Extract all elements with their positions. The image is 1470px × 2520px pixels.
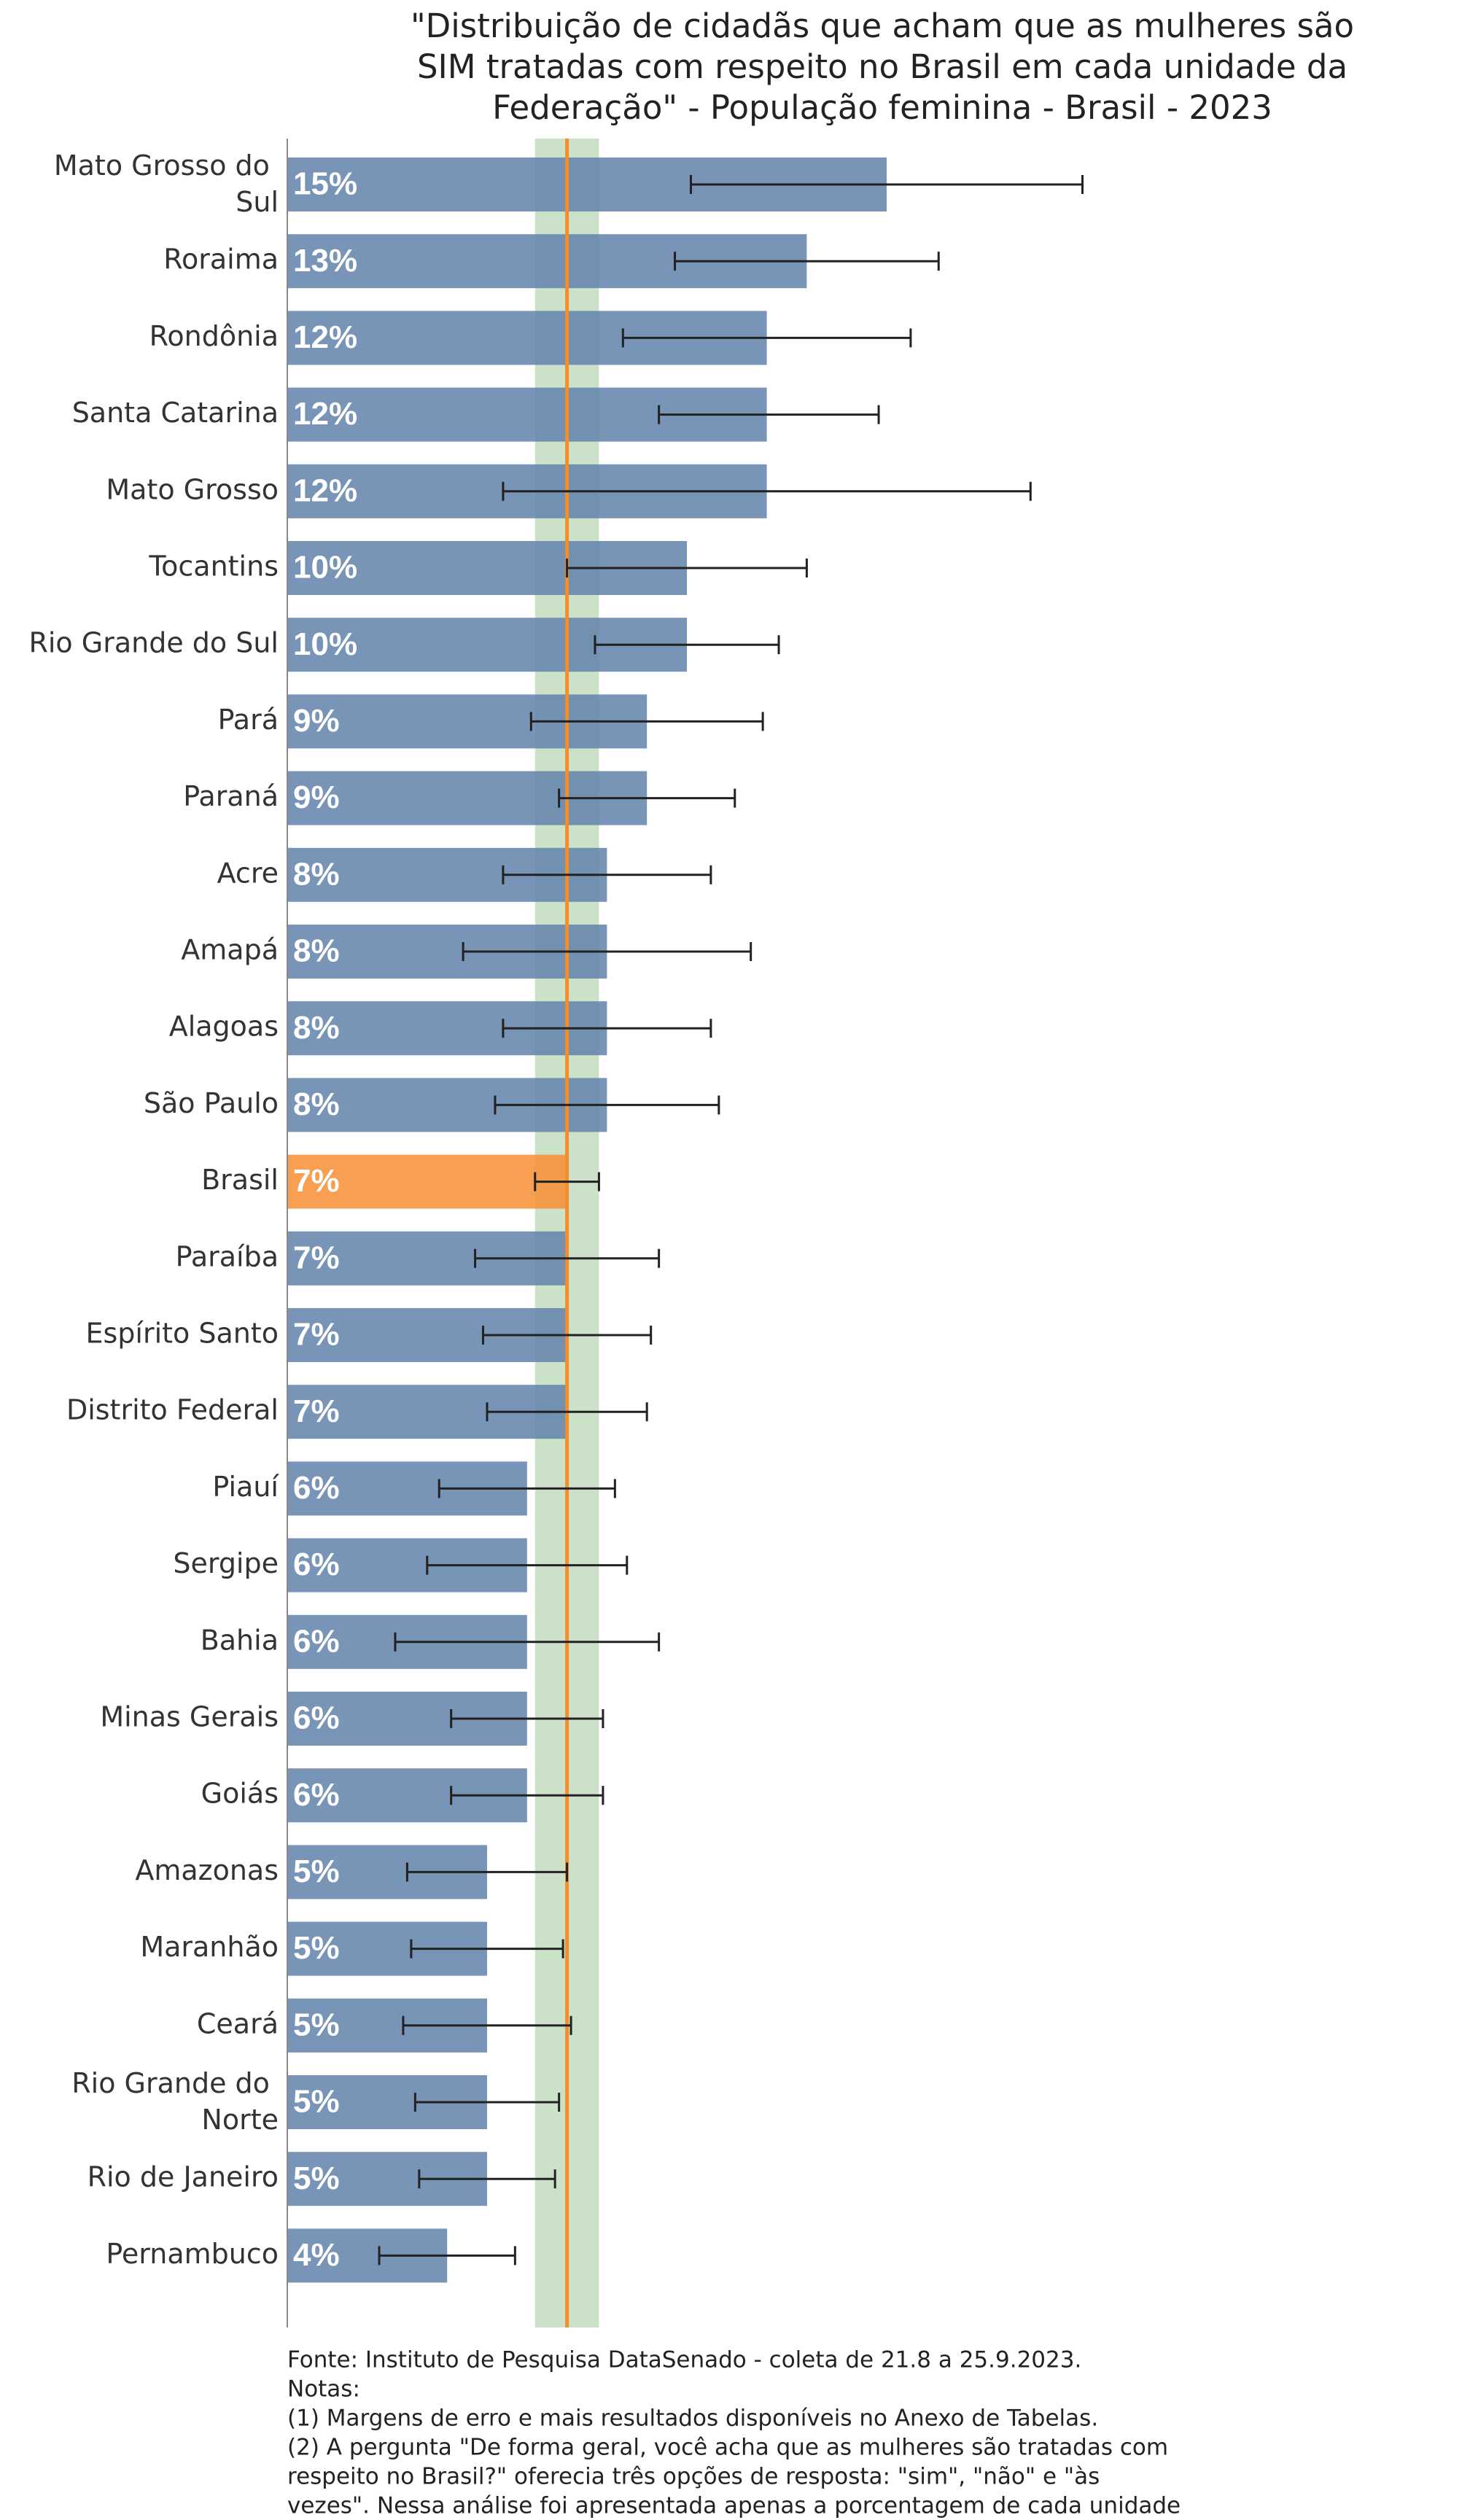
error-bar xyxy=(502,865,712,884)
value-label: 5% xyxy=(293,1930,340,1966)
error-bar xyxy=(426,1555,629,1575)
category-label: Acre xyxy=(217,857,279,889)
footnote: Notas: xyxy=(287,2376,360,2403)
footnote: respeito no Brasil?" oferecia três opçõe… xyxy=(287,2464,1100,2490)
category-label: Pernambuco xyxy=(106,2238,279,2270)
category-label: São Paulo xyxy=(144,1087,279,1119)
category-label: Ceará xyxy=(197,2007,279,2039)
value-label: 10% xyxy=(293,626,357,662)
value-label: 12% xyxy=(293,396,357,432)
value-label: 10% xyxy=(293,550,357,586)
chart-title: "Distribuição de cidadãs que acham que a… xyxy=(410,7,1355,127)
value-label: 8% xyxy=(293,1086,340,1122)
category-label: Paraíba xyxy=(176,1240,279,1272)
category-label: Espírito Santo xyxy=(85,1318,279,1350)
value-label: 6% xyxy=(293,1700,340,1736)
value-label: 12% xyxy=(293,472,357,508)
category-label-line: Norte xyxy=(201,2104,279,2136)
error-bar xyxy=(413,2093,561,2112)
error-bar xyxy=(405,1862,569,1882)
value-label: 8% xyxy=(293,933,340,969)
error-bar xyxy=(394,1632,661,1652)
category-label: Rio de Janeiro xyxy=(88,2161,279,2193)
footnote: (2) A pergunta "De forma geral, você ach… xyxy=(287,2435,1168,2461)
category-label: Maranhão xyxy=(140,1931,279,1963)
value-label: 4% xyxy=(293,2237,340,2273)
category-label: Minas Gerais xyxy=(100,1701,279,1733)
footnote: vezes". Nessa análise foi apresentada ap… xyxy=(287,2493,1181,2519)
category-label: Distrito Federal xyxy=(66,1394,279,1426)
category-label: Bahia xyxy=(201,1624,279,1656)
error-bar xyxy=(474,1248,661,1268)
value-label: 9% xyxy=(293,779,340,815)
category-label-line: Mato Grosso do xyxy=(54,149,279,182)
category-label: Mato Grosso xyxy=(106,473,279,505)
error-bar xyxy=(462,942,752,961)
category-label: Rondônia xyxy=(149,320,279,352)
category-label: Rio Grande do Norte xyxy=(71,2067,279,2136)
error-bar xyxy=(594,635,780,655)
category-label-line: Sul xyxy=(236,186,279,218)
error-bar xyxy=(621,328,912,348)
bar xyxy=(287,1154,567,1209)
category-label: Rio Grande do Sul xyxy=(28,627,279,659)
value-label: 6% xyxy=(293,1777,340,1813)
value-label: 8% xyxy=(293,1010,340,1046)
value-label: 5% xyxy=(293,2161,340,2196)
error-bar xyxy=(402,2015,572,2035)
category-label: Santa Catarina xyxy=(72,397,279,429)
error-bar xyxy=(529,712,764,731)
error-bar xyxy=(378,2246,516,2266)
category-label: Amapá xyxy=(181,934,279,966)
error-bar xyxy=(486,1402,648,1422)
error-bar xyxy=(689,175,1084,194)
category-label: Pará xyxy=(218,704,279,736)
category-label: Paraná xyxy=(183,780,279,812)
category-label: Goiás xyxy=(201,1778,279,1810)
category-label: Amazonas xyxy=(135,1854,279,1886)
category-label: Alagoas xyxy=(169,1011,279,1043)
error-bar xyxy=(502,1019,712,1038)
category-label: Piauí xyxy=(212,1471,279,1503)
value-label: 7% xyxy=(293,1317,340,1353)
error-bar xyxy=(566,559,808,578)
footnote: Fonte: Instituto de Pesquisa DataSenado … xyxy=(287,2347,1081,2373)
error-bar xyxy=(438,1479,616,1498)
error-bar xyxy=(502,481,1032,501)
category-label: Roraima xyxy=(163,244,279,276)
error-bar xyxy=(658,405,880,424)
value-label: 13% xyxy=(293,243,357,279)
category-label: Sergipe xyxy=(173,1547,279,1579)
value-label: 6% xyxy=(293,1623,340,1659)
error-bar xyxy=(450,1709,604,1728)
value-label: 6% xyxy=(293,1547,340,1582)
error-bar xyxy=(450,1786,604,1805)
value-label: 8% xyxy=(293,856,340,892)
error-bar xyxy=(558,788,736,808)
value-label: 5% xyxy=(293,2084,340,2120)
value-label: 7% xyxy=(293,1393,340,1429)
footnote: (1) Margens de erro e mais resultados di… xyxy=(287,2406,1098,2432)
value-label: 5% xyxy=(293,2007,340,2042)
value-label: 12% xyxy=(293,319,357,355)
error-bar xyxy=(482,1326,653,1345)
value-label: 5% xyxy=(293,1854,340,1889)
category-label: Tocantins xyxy=(148,551,279,583)
error-bar xyxy=(674,252,940,271)
value-label: 6% xyxy=(293,1470,340,1506)
error-bar xyxy=(494,1095,720,1115)
category-label: Brasil xyxy=(201,1164,279,1196)
category-label-line: Rio Grande do xyxy=(71,2067,279,2099)
value-label: 7% xyxy=(293,1240,340,1275)
value-label: 7% xyxy=(293,1163,340,1199)
category-label: Mato Grosso do Sul xyxy=(54,149,279,218)
error-bar xyxy=(534,1172,600,1191)
error-bar xyxy=(410,1939,564,1959)
error-bar xyxy=(418,2169,556,2189)
value-label: 9% xyxy=(293,703,340,739)
value-label: 15% xyxy=(293,166,357,202)
